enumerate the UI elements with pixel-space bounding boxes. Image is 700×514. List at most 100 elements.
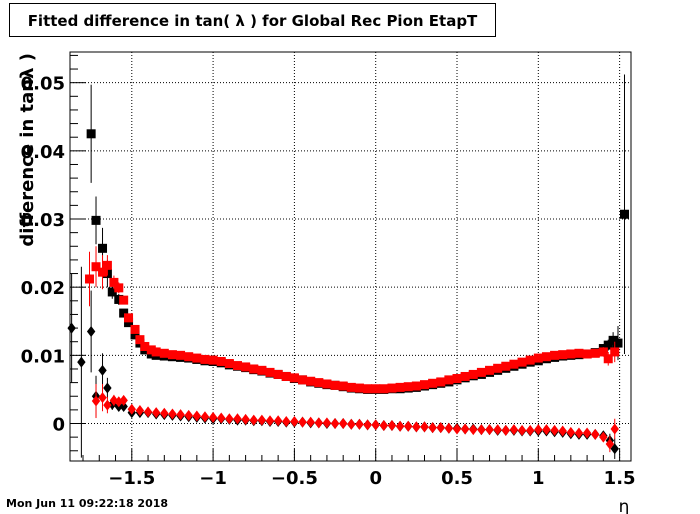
data-point-square	[200, 354, 210, 364]
x-tick-label: −0.5	[271, 468, 318, 489]
data-point-square	[346, 382, 356, 392]
data-point-diamond	[493, 424, 502, 436]
data-point-diamond	[582, 427, 592, 439]
data-point-diamond	[534, 424, 543, 436]
data-point-square	[533, 353, 543, 363]
data-point-square	[216, 356, 226, 366]
data-point-square	[476, 367, 486, 377]
data-point-square	[541, 352, 551, 362]
data-point-diamond	[192, 410, 202, 422]
y-tick-label: 0.03	[21, 210, 65, 231]
data-point-square	[608, 335, 618, 345]
data-point-square	[91, 262, 101, 272]
data-point-square	[509, 359, 519, 369]
data-point-square	[603, 340, 613, 350]
x-tick-label: 0	[369, 468, 382, 489]
data-point-diamond	[77, 356, 86, 368]
data-point-square	[468, 369, 478, 379]
data-point-square	[265, 367, 275, 377]
data-point-square	[140, 341, 150, 351]
data-point-diamond	[119, 400, 128, 412]
data-point-square	[338, 381, 348, 391]
data-point-diamond	[322, 417, 332, 429]
data-point-square	[314, 378, 324, 388]
data-point-diamond	[217, 412, 226, 424]
data-point-square	[119, 308, 129, 318]
data-point-square	[192, 353, 202, 363]
data-point-square	[501, 361, 511, 371]
data-point-diamond	[517, 424, 527, 436]
data-point-square	[428, 378, 438, 388]
data-point-diamond	[610, 443, 619, 455]
data-point-diamond	[444, 422, 454, 434]
data-point-diamond	[395, 420, 405, 432]
data-point-diamond	[610, 423, 619, 435]
data-point-square	[436, 377, 446, 387]
data-point-square	[249, 364, 259, 374]
data-point-square	[257, 365, 267, 375]
data-point-diamond	[574, 427, 584, 439]
data-point-diamond	[103, 382, 112, 394]
data-point-diamond	[151, 407, 161, 419]
data-point-square	[379, 384, 389, 394]
data-point-square	[603, 354, 613, 364]
data-point-diamond	[605, 438, 615, 450]
data-point-square	[289, 373, 299, 383]
data-point-square	[363, 384, 373, 394]
data-point-diamond	[306, 416, 315, 428]
data-point-square	[85, 274, 95, 284]
data-point-square	[107, 287, 117, 297]
data-series	[67, 74, 629, 459]
data-point-square	[176, 350, 186, 360]
data-point-square	[241, 362, 251, 372]
data-point-diamond	[347, 418, 356, 430]
data-point-square	[98, 243, 108, 253]
data-point-square	[452, 374, 462, 384]
data-point-square	[184, 352, 194, 362]
data-point-diamond	[485, 424, 494, 436]
data-point-square	[354, 383, 364, 393]
data-point-diamond	[599, 431, 608, 443]
data-point-diamond	[428, 422, 437, 434]
data-point-diamond	[436, 422, 445, 434]
data-point-diamond	[314, 417, 323, 429]
y-tick-label: 0.05	[21, 74, 65, 95]
data-point-square	[119, 295, 129, 305]
data-point-square	[281, 371, 291, 381]
data-point-diamond	[371, 419, 380, 431]
data-point-diamond	[249, 414, 258, 426]
data-point-diamond	[566, 426, 576, 438]
data-point-square	[387, 383, 397, 393]
data-point-diamond	[298, 416, 307, 428]
timestamp-footer: Mon Jun 11 09:22:18 2018	[6, 497, 169, 510]
data-point-square	[124, 313, 134, 323]
chart-title-box: Fitted difference in tan( λ ) for Global…	[9, 3, 496, 37]
data-point-square	[130, 324, 140, 334]
data-point-square	[590, 348, 600, 358]
data-point-square	[306, 376, 316, 386]
data-point-square	[124, 318, 134, 328]
data-point-diamond	[290, 415, 299, 427]
data-point-square	[558, 350, 568, 360]
data-point-square	[167, 350, 177, 360]
y-axis-title: difference in tanλ )	[17, 53, 38, 247]
data-point-diamond	[184, 409, 193, 421]
data-point-square	[146, 345, 156, 355]
data-point-diamond	[108, 398, 117, 410]
data-point-diamond	[338, 418, 348, 430]
data-point-square	[566, 349, 576, 359]
data-point-diamond	[241, 413, 250, 425]
data-point-diamond	[501, 424, 510, 436]
data-point-square	[582, 349, 592, 359]
data-point-square	[517, 357, 527, 367]
data-point-diamond	[542, 424, 551, 436]
data-point-square	[135, 335, 145, 345]
axes: −1.5 −1 −0.5 0 0.5 1 1.5 0 0.01 0.02 0.03 0.04 0.05	[21, 51, 636, 489]
x-tick-label: 0.5	[441, 468, 473, 489]
data-point-square	[159, 348, 169, 358]
x-tick-label: 1	[532, 468, 545, 489]
data-point-square	[91, 215, 101, 225]
data-point-square	[298, 375, 308, 385]
square-series	[86, 74, 629, 394]
